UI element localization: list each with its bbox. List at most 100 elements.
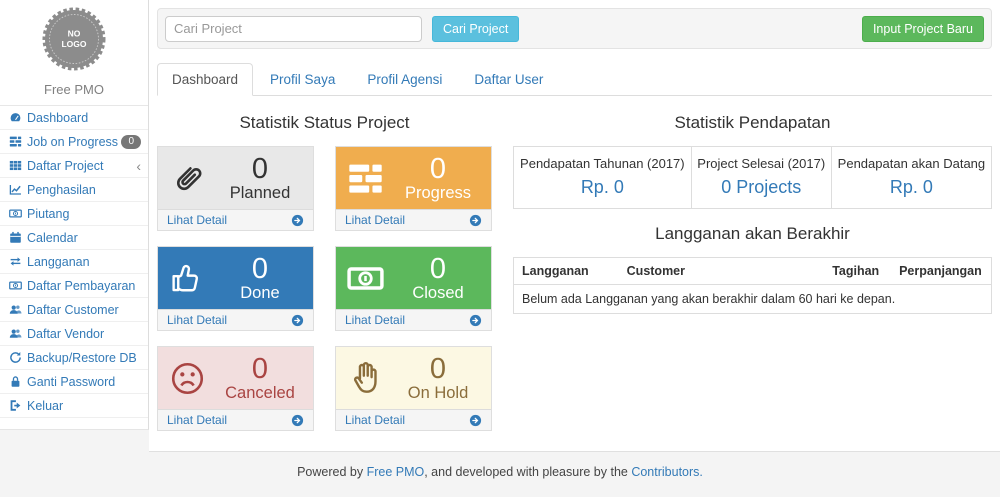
status-card-progress: 0 Progress Lihat Detail <box>335 146 492 231</box>
status-label: Planned <box>229 183 291 202</box>
status-card-canceled: 0 Canceled Lihat Detail <box>157 346 314 431</box>
tab-daftar-user[interactable]: Daftar User <box>474 72 544 87</box>
hand-paper-icon <box>347 360 391 397</box>
lihat-detail-link[interactable]: Lihat Detail <box>167 213 228 227</box>
status-label: Done <box>240 283 280 302</box>
status-column: Statistik Status Project 0 Planned Lihat… <box>157 98 492 431</box>
subscription-empty-message: Belum ada Langganan yang akan berakhir d… <box>522 292 896 306</box>
income-header: Pendapatan Tahunan (2017) <box>520 156 685 171</box>
sidebar-item-job-on-progress[interactable]: Job on Progress 0 <box>0 130 148 154</box>
status-card-planned: 0 Planned Lihat Detail <box>157 146 314 231</box>
sidebar-menu: Dashboard Job on Progress 0 Daftar Project ‹… <box>0 105 148 418</box>
footer-text: Powered by <box>297 465 367 479</box>
status-label: On Hold <box>407 383 469 402</box>
status-card-closed: 0 Closed Lihat Detail <box>335 246 492 331</box>
logo-box: NO LOGO Free PMO <box>0 0 148 97</box>
sidebar-item-label: Calendar <box>27 230 78 245</box>
search-bar: Cari Project Input Project Baru <box>157 8 992 49</box>
income-value: Rp. 0 <box>580 177 624 197</box>
arrow-circle-right-icon[interactable] <box>291 214 304 227</box>
chevron-left-icon: ‹ <box>136 157 141 174</box>
status-card-body: 0 On Hold <box>336 347 491 409</box>
status-card-footer: Lihat Detail <box>158 209 313 230</box>
lihat-detail-link[interactable]: Lihat Detail <box>345 313 406 327</box>
retweet-icon <box>7 255 24 268</box>
sidebar-item-daftar-pembayaran[interactable]: Daftar Pembayaran <box>0 274 148 298</box>
sidebar-item-langganan[interactable]: Langganan <box>0 250 148 274</box>
status-card-footer: Lihat Detail <box>336 209 491 230</box>
status-cards: 0 Planned Lihat Detail 0 Progress Lihat … <box>157 146 492 431</box>
contributors-link[interactable]: Contributors. <box>631 465 703 479</box>
arrow-circle-right-icon[interactable] <box>469 314 482 327</box>
tab-dashboard[interactable]: Dashboard <box>157 63 254 96</box>
arrow-circle-right-icon[interactable] <box>469 414 482 427</box>
lihat-detail-link[interactable]: Lihat Detail <box>345 413 406 427</box>
lihat-detail-link[interactable]: Lihat Detail <box>167 313 228 327</box>
status-card-footer: Lihat Detail <box>158 309 313 330</box>
sidebar-item-label: Backup/Restore DB <box>27 350 137 365</box>
income-header: Project Selesai (2017) <box>690 146 832 173</box>
status-label: Closed <box>412 283 464 302</box>
main-panel: Cari Project Input Project Baru Dashboar… <box>149 0 1000 452</box>
sign-out-icon <box>7 399 24 412</box>
sidebar-item-daftar-project[interactable]: Daftar Project ‹ <box>0 154 148 178</box>
search-button[interactable]: Cari Project <box>432 15 520 42</box>
subscription-empty-row: Belum ada Langganan yang akan berakhir d… <box>514 285 992 314</box>
lihat-detail-link[interactable]: Lihat Detail <box>167 413 228 427</box>
new-project-button[interactable]: Input Project Baru <box>861 15 984 42</box>
arrow-circle-right-icon[interactable] <box>291 414 304 427</box>
sidebar-item-daftar-customer[interactable]: Daftar Customer <box>0 298 148 322</box>
sidebar-item-calendar[interactable]: Calendar <box>0 226 148 250</box>
lihat-detail-link[interactable]: Lihat Detail <box>345 213 406 227</box>
users-icon <box>7 303 24 316</box>
line-chart-icon <box>7 183 24 196</box>
sidebar-item-keluar[interactable]: Keluar <box>0 394 148 418</box>
subscription-table: Langganan Customer Tagihan Perpanjangan Bel… <box>513 257 992 314</box>
status-card-footer: Lihat Detail <box>336 309 491 330</box>
tab-profil-agensi[interactable]: Profil Agensi <box>367 72 443 87</box>
status-card-body: 0 Planned <box>158 147 313 209</box>
sidebar-item-piutang[interactable]: Piutang <box>0 202 148 226</box>
status-count: 0 <box>251 252 269 285</box>
sidebar-item-label: Piutang <box>27 206 70 221</box>
arrow-circle-right-icon[interactable] <box>469 214 482 227</box>
subscription-column-header: Customer <box>618 257 825 285</box>
income-table: Pendapatan Tahunan (2017) Project Selesai… <box>513 146 992 209</box>
tab-profil-saya[interactable]: Profil Saya <box>270 72 336 87</box>
status-count: 0 <box>429 252 447 285</box>
status-card-body: 0 Closed <box>336 247 491 309</box>
money-icon <box>7 207 24 220</box>
sidebar-item-dashboard[interactable]: Dashboard <box>0 106 148 130</box>
lock-icon <box>7 375 24 388</box>
subscription-section-title: Langganan akan Berakhir <box>655 224 850 243</box>
status-label: Canceled <box>225 383 295 402</box>
dashboard-content: Statistik Status Project 0 Planned Lihat… <box>157 98 992 431</box>
money-icon <box>7 279 24 292</box>
status-card-text: 0 On Hold <box>391 354 485 403</box>
app: NO LOGO Free PMO Dashboard Job on Progres… <box>0 0 1000 452</box>
footer-text: , and developed with pleasure by the <box>424 465 632 479</box>
status-count: 0 <box>429 152 447 185</box>
tasks-icon <box>347 160 391 197</box>
svg-text:NO: NO <box>68 29 81 39</box>
svg-text:LOGO: LOGO <box>61 39 86 49</box>
income-header-row: Pendapatan Tahunan (2017) Project Selesai… <box>514 146 992 173</box>
brand-name: Free PMO <box>44 82 104 97</box>
sidebar-item-daftar-vendor[interactable]: Daftar Vendor <box>0 322 148 346</box>
sidebar-item-label: Langganan <box>27 254 90 269</box>
status-card-body: 0 Progress <box>336 147 491 209</box>
status-card-on-hold: 0 On Hold Lihat Detail <box>335 346 492 431</box>
sidebar-item-penghasilan[interactable]: Penghasilan <box>0 178 148 202</box>
status-count: 0 <box>429 352 447 385</box>
status-count: 0 <box>251 352 269 385</box>
search-input[interactable] <box>165 15 422 42</box>
free-pmo-link[interactable]: Free PMO <box>366 465 425 479</box>
sidebar-item-label: Dashboard <box>27 110 89 125</box>
sidebar-item-ganti-password[interactable]: Ganti Password <box>0 370 148 394</box>
status-card-footer: Lihat Detail <box>336 409 491 430</box>
arrow-circle-right-icon[interactable] <box>291 314 304 327</box>
sidebar: NO LOGO Free PMO Dashboard Job on Progres… <box>0 0 149 430</box>
paperclip-icon <box>169 160 213 197</box>
sidebar-item-backup-restore-db[interactable]: Backup/Restore DB <box>0 346 148 370</box>
